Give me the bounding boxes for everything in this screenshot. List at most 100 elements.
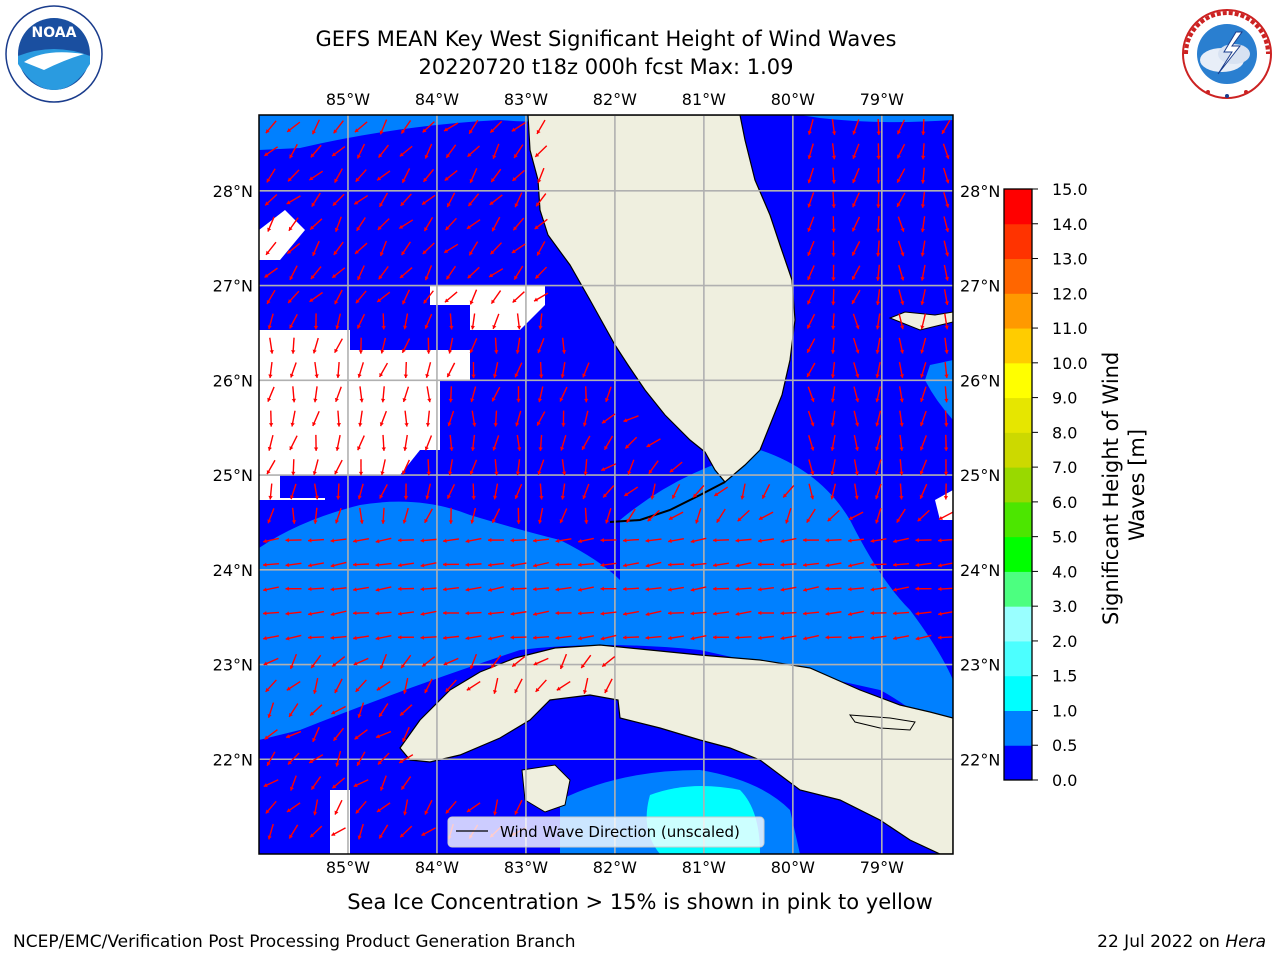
wind-arrow (289, 775, 297, 791)
wind-arrow (539, 483, 544, 500)
lat-label-right: 26°N (960, 371, 1000, 390)
colorbar-segment (1004, 189, 1032, 225)
wind-arrow (308, 562, 324, 568)
wind-arrow (578, 537, 594, 544)
wind-arrow (397, 611, 415, 616)
wind-arrow (712, 538, 730, 543)
wind-arrow (851, 216, 861, 232)
wind-arrow (831, 167, 837, 184)
wind-arrow (403, 434, 408, 451)
wind-arrow (289, 435, 298, 451)
colorbar-segment (1004, 397, 1032, 433)
wind-arrow (312, 337, 319, 354)
wind-arrow (352, 611, 370, 616)
wind-arrow (582, 410, 589, 427)
wind-arrow (447, 337, 454, 354)
wind-arrow (650, 483, 656, 500)
wind-arrow (268, 410, 274, 427)
wind-arrow (623, 562, 639, 568)
wind-arrow (920, 289, 926, 306)
wind-arrow (310, 144, 322, 158)
wind-arrow (802, 562, 820, 568)
missing-data-region (430, 286, 545, 330)
wind-arrow (309, 704, 323, 717)
colorbar-segment (1004, 675, 1032, 711)
wind-arrow (488, 634, 504, 641)
wind-arrow (942, 167, 950, 184)
wind-arrow (442, 586, 460, 592)
wind-arrow (403, 483, 409, 500)
wind-arrow (807, 289, 815, 305)
wind-arrow (893, 537, 909, 544)
wind-arrow (266, 168, 276, 183)
wind-arrow (853, 434, 860, 451)
wind-arrow (559, 386, 568, 402)
wind-arrow (559, 653, 568, 670)
wind-arrow (286, 680, 301, 691)
wind-arrow (645, 587, 662, 592)
wind-arrow (489, 120, 503, 134)
wind-arrow (310, 654, 322, 669)
wind-arrow (421, 656, 436, 668)
wind-arrow (851, 241, 861, 256)
colorbar-tick-label: 14.0 (1052, 215, 1088, 234)
wind-arrow (830, 410, 836, 427)
wind-arrow (560, 435, 567, 451)
wind-arrow (645, 561, 662, 568)
wind-arrow (831, 143, 837, 160)
wind-arrow (488, 268, 504, 278)
wind-arrow (494, 459, 499, 476)
wind-arrow (578, 586, 594, 592)
wind-arrow (313, 507, 318, 524)
wind-arrow (379, 240, 388, 257)
wind-arrow (375, 537, 392, 544)
wind-arrow (397, 562, 415, 568)
wind-arrow (624, 436, 638, 450)
wind-arrow (875, 459, 882, 476)
wind-arrow (268, 361, 273, 379)
lat-label-left: 23°N (213, 656, 253, 675)
wind-arrow (267, 216, 275, 232)
wind-arrow (899, 434, 904, 451)
wind-arrow (336, 361, 341, 379)
wind-arrow (919, 459, 928, 475)
wind-arrow (331, 705, 346, 715)
wind-arrow (690, 562, 707, 567)
wind-arrow (399, 145, 413, 157)
wind-arrow (355, 169, 367, 183)
wind-arrow (941, 119, 951, 135)
wind-arrow (353, 779, 369, 788)
wind-arrow (446, 483, 456, 500)
wind-arrow (359, 386, 364, 403)
wind-arrow (357, 702, 365, 719)
wind-arrow (445, 144, 457, 159)
wind-arrow (289, 362, 297, 378)
wind-arrow (915, 586, 932, 591)
wind-arrow (287, 752, 300, 766)
wind-arrow (354, 242, 368, 255)
wind-arrow (898, 264, 905, 281)
missing-data-region (259, 380, 440, 450)
wind-arrow (536, 411, 546, 426)
colorbar-segment (1004, 606, 1032, 642)
wind-arrow (875, 362, 881, 378)
colorbar-segment (1004, 501, 1032, 538)
wind-arrow (647, 509, 660, 522)
wind-arrow (757, 586, 775, 592)
wind-arrow (308, 170, 324, 181)
wind-arrow (514, 362, 523, 378)
wind-arrow (713, 486, 729, 497)
wind-arrow (492, 435, 500, 451)
wind-arrow (357, 265, 365, 281)
wind-arrow (920, 386, 927, 403)
wind-arrow (780, 611, 797, 616)
wind-arrow (920, 216, 926, 233)
wind-arrow (470, 507, 477, 524)
wind-arrow (600, 538, 617, 543)
wind-arrow (334, 799, 343, 815)
lat-label-right: 27°N (960, 277, 1000, 296)
wind-arrow (516, 507, 521, 524)
wind-arrow (580, 654, 592, 669)
wind-arrow (401, 289, 411, 305)
wind-arrow (492, 143, 500, 160)
